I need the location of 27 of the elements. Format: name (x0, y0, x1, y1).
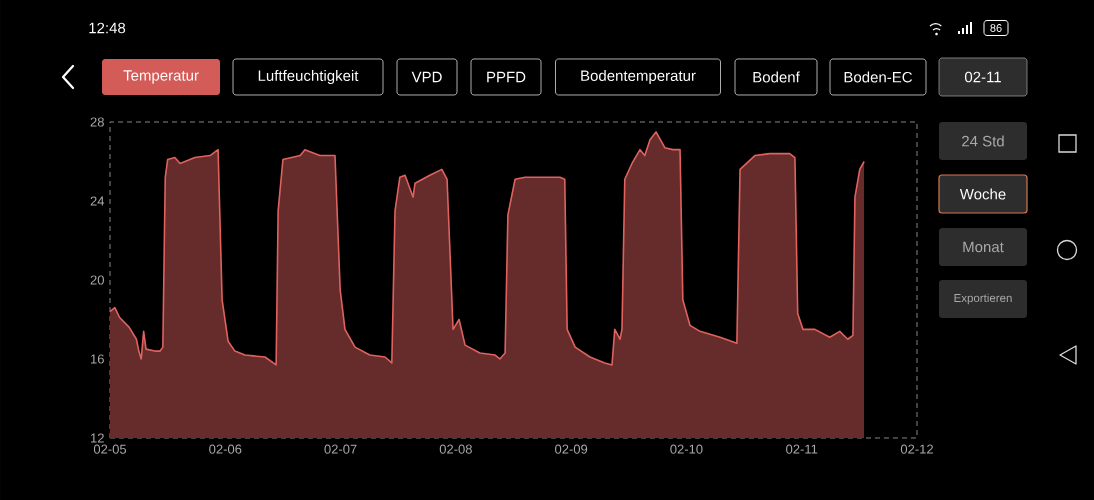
text: 86 (990, 24, 1002, 32)
y-tick-label: 28 (90, 117, 104, 127)
x-tick-label: 02-06 (209, 444, 242, 454)
y-tick-label: 24 (90, 196, 105, 206)
text: Temperatur (123, 70, 199, 84)
text: 12:48 (89, 22, 126, 34)
x-tick-label: 02-08 (439, 444, 472, 454)
text: Monat (963, 241, 1004, 253)
x-tick-label: 02-05 (93, 444, 127, 454)
x-tick-label: 02-11 (786, 444, 818, 454)
y-tick-label: 12 (91, 433, 104, 443)
text: VPD (411, 71, 442, 83)
text: 24 Std (962, 135, 1004, 147)
text: 02-11 (964, 71, 1001, 83)
text: Exportieren (954, 293, 1012, 305)
text: Bodentemperatur (581, 70, 696, 84)
x-tick-label: 02-09 (555, 444, 588, 454)
x-tick-label: 02-12 (900, 444, 933, 454)
text: Bodenf (753, 71, 800, 83)
text: Woche (959, 188, 1006, 200)
x-tick-label: 02-10 (670, 444, 703, 454)
y-tick-label: 16 (91, 354, 104, 364)
text: Luftfeuchtigkeit (258, 70, 359, 84)
text: Boden-EC (844, 71, 913, 83)
y-tick-label: 20 (90, 275, 104, 285)
x-tick-label: 02-07 (324, 444, 357, 454)
text: PPFD (487, 71, 526, 83)
